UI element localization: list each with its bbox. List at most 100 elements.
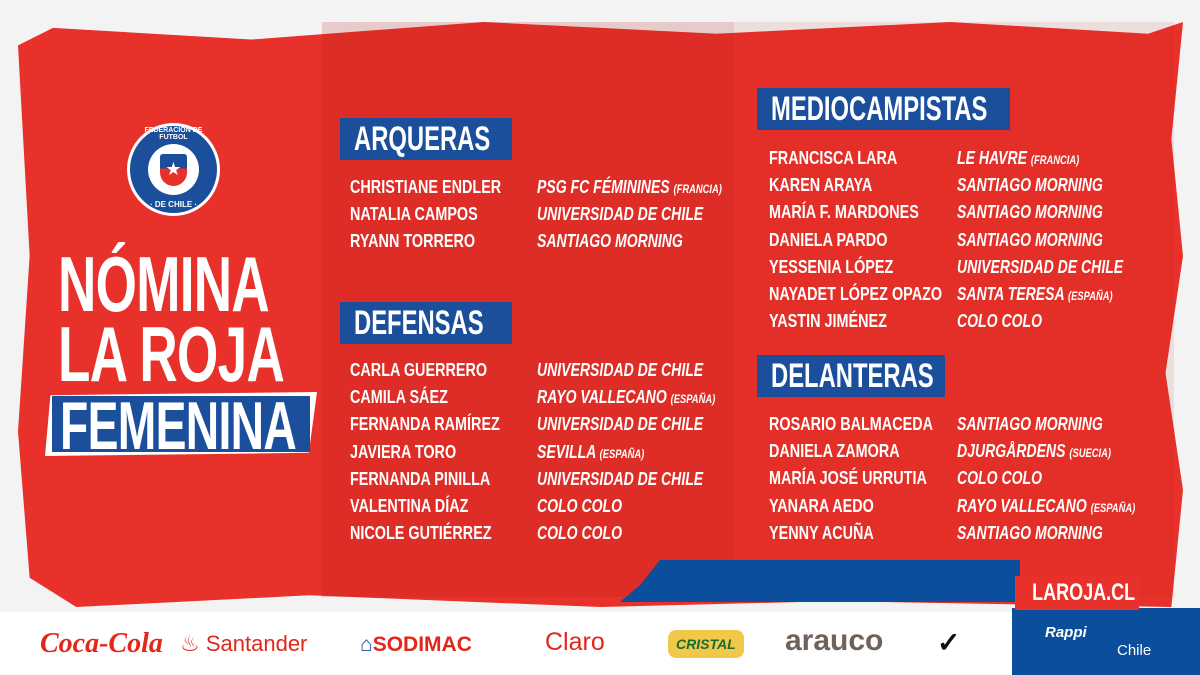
player-row: YANARA AEDO RAYO VALLECANO (ESPAÑA)	[769, 496, 1169, 518]
player-row: NAYADET LÓPEZ OPAZO SANTA TERESA (ESPAÑA)	[769, 284, 1169, 306]
player-club: COLO COLO	[957, 311, 1042, 332]
sponsor-chile: Chile	[1117, 642, 1152, 659]
club-name: DJURGÅRDENS	[957, 441, 1066, 462]
player-name: CARLA GUERRERO	[350, 360, 488, 380]
player-name: MARÍA JOSÉ URRUTIA	[769, 468, 927, 489]
player-club: RAYO VALLECANO (ESPAÑA)	[537, 387, 715, 408]
section-title: DEFENSAS	[354, 304, 484, 342]
player-name: NICOLE GUTIÉRREZ	[350, 523, 492, 544]
sponsor-sodimac: ⌂SODIMAC	[360, 633, 472, 657]
website-link[interactable]: LAROJA.CL	[1015, 576, 1139, 610]
club-name: SANTIAGO MORNING	[957, 414, 1103, 434]
player-club: PSG FC FÉMININES (FRANCIA)	[537, 177, 722, 198]
title-line1: NÓMINA	[58, 240, 270, 328]
player-row: FERNANDA PINILLA UNIVERSIDAD DE CHILE	[350, 469, 750, 491]
player-name: YANARA AEDO	[769, 495, 874, 516]
player-row: YESSENIA LÓPEZ UNIVERSIDAD DE CHILE	[769, 257, 1169, 279]
sponsor-santander: ♨ Santander	[180, 631, 307, 657]
club-name: SANTIAGO MORNING	[957, 202, 1103, 223]
club-name: SANTIAGO MORNING	[957, 175, 1103, 196]
star-icon: ★	[160, 154, 187, 186]
crest-text-bottom: · DE CHILE ·	[149, 200, 198, 209]
club-country: (ESPAÑA)	[599, 446, 645, 461]
player-club: LE HAVRE (FRANCIA)	[957, 148, 1079, 169]
club-name: SANTIAGO MORNING	[957, 522, 1103, 543]
club-name: RAYO VALLECANO	[537, 387, 667, 408]
nike-swoosh-logo: ✓	[937, 627, 961, 658]
player-row: NICOLE GUTIÉRREZ COLO COLO	[350, 523, 750, 545]
section-title: MEDIOCAMPISTAS	[771, 90, 988, 128]
club-name: UNIVERSIDAD DE CHILE	[957, 256, 1124, 277]
player-name: DANIELA PARDO	[769, 229, 888, 250]
club-name: SANTA TERESA	[957, 284, 1065, 304]
title-line2: LA ROJA	[58, 310, 285, 398]
flame-icon: ♨	[180, 631, 200, 656]
player-row: KAREN ARAYA SANTIAGO MORNING	[769, 175, 1169, 197]
house-icon: ⌂	[360, 633, 373, 656]
player-name: CAMILA SÁEZ	[350, 387, 448, 408]
player-row: CHRISTIANE ENDLER PSG FC FÉMININES (FRANC…	[350, 177, 750, 199]
player-name: MARÍA F. MARDONES	[769, 202, 919, 223]
player-row: MARÍA JOSÉ URRUTIA COLO COLO	[769, 468, 1169, 490]
player-name: VALENTINA DÍAZ	[350, 496, 469, 516]
club-name: UNIVERSIDAD DE CHILE	[537, 414, 704, 435]
player-club: RAYO VALLECANO (ESPAÑA)	[957, 496, 1135, 517]
club-name: UNIVERSIDAD DE CHILE	[537, 468, 704, 489]
player-club: COLO COLO	[537, 496, 622, 517]
sponsor-arauco: arauco	[785, 624, 884, 657]
player-club: SANTA TERESA (ESPAÑA)	[957, 284, 1113, 305]
player-name: DANIELA ZAMORA	[769, 441, 900, 462]
player-name: FRANCISCA LARA	[769, 148, 898, 168]
club-country: (ESPAÑA)	[1090, 500, 1136, 515]
player-row: FRANCISCA LARA LE HAVRE (FRANCIA)	[769, 148, 1169, 170]
player-club: UNIVERSIDAD DE CHILE	[537, 414, 703, 435]
player-row: YENNY ACUÑA SANTIAGO MORNING	[769, 523, 1169, 545]
player-name: JAVIERA TORO	[350, 441, 457, 462]
player-name: FERNANDA PINILLA	[350, 468, 491, 489]
club-name: COLO COLO	[957, 311, 1043, 332]
player-row: RYANN TORRERO SANTIAGO MORNING	[350, 231, 750, 253]
player-name: KAREN ARAYA	[769, 175, 873, 196]
sponsor-cristal: CRISTAL	[668, 630, 744, 658]
player-row: DANIELA PARDO SANTIAGO MORNING	[769, 230, 1169, 252]
player-row: JAVIERA TORO SEVILLA (ESPAÑA)	[350, 442, 750, 464]
club-name: UNIVERSIDAD DE CHILE	[537, 360, 704, 380]
club-name: RAYO VALLECANO	[957, 495, 1087, 516]
player-row: NATALIA CAMPOS UNIVERSIDAD DE CHILE	[350, 204, 750, 226]
club-name: COLO COLO	[537, 496, 623, 516]
partner-box	[1012, 608, 1200, 675]
player-row: DANIELA ZAMORA DJURGÅRDENS (SUECIA)	[769, 441, 1169, 463]
player-name: NAYADET LÓPEZ OPAZO	[769, 284, 943, 304]
club-name: SANTIAGO MORNING	[957, 229, 1103, 250]
section-header-arqueras: ARQUERAS	[340, 118, 512, 160]
club-name: COLO COLO	[537, 523, 623, 544]
section-header-delanteras: DELANTERAS	[757, 355, 945, 397]
sponsor-bar	[0, 612, 1200, 675]
player-club: SEVILLA (ESPAÑA)	[537, 442, 644, 463]
blue-brush	[620, 560, 1020, 602]
crest-text-top: FEDERACION DE FUTBOL	[144, 127, 203, 141]
section-header-mediocampistas: MEDIOCAMPISTAS	[757, 88, 1010, 130]
player-club: COLO COLO	[537, 523, 622, 544]
sponsor-rappi: Rappi	[1045, 624, 1087, 641]
player-name: CHRISTIANE ENDLER	[350, 177, 502, 197]
club-name: PSG FC FÉMININES	[537, 177, 670, 197]
player-name: RYANN TORRERO	[350, 231, 476, 252]
section-title: ARQUERAS	[354, 120, 491, 158]
player-name: YENNY ACUÑA	[769, 522, 874, 543]
club-name: SEVILLA	[537, 441, 596, 462]
title-band-blue	[52, 396, 310, 452]
federation-crest-logo: FEDERACION DE FUTBOL ★ · DE CHILE ·	[127, 123, 220, 216]
club-country: (FRANCIA)	[1030, 153, 1080, 167]
player-club: SANTIAGO MORNING	[957, 230, 1103, 251]
player-club: UNIVERSIDAD DE CHILE	[537, 360, 703, 381]
player-name: ROSARIO BALMACEDA	[769, 414, 933, 434]
player-club: SANTIAGO MORNING	[957, 414, 1103, 435]
player-club: UNIVERSIDAD DE CHILE	[957, 257, 1123, 278]
player-club: SANTIAGO MORNING	[957, 175, 1103, 196]
club-name: COLO COLO	[957, 468, 1043, 489]
club-country: (SUECIA)	[1069, 446, 1111, 461]
player-club: SANTIAGO MORNING	[537, 231, 683, 252]
player-club: SANTIAGO MORNING	[957, 202, 1103, 223]
section-header-defensas: DEFENSAS	[340, 302, 512, 344]
